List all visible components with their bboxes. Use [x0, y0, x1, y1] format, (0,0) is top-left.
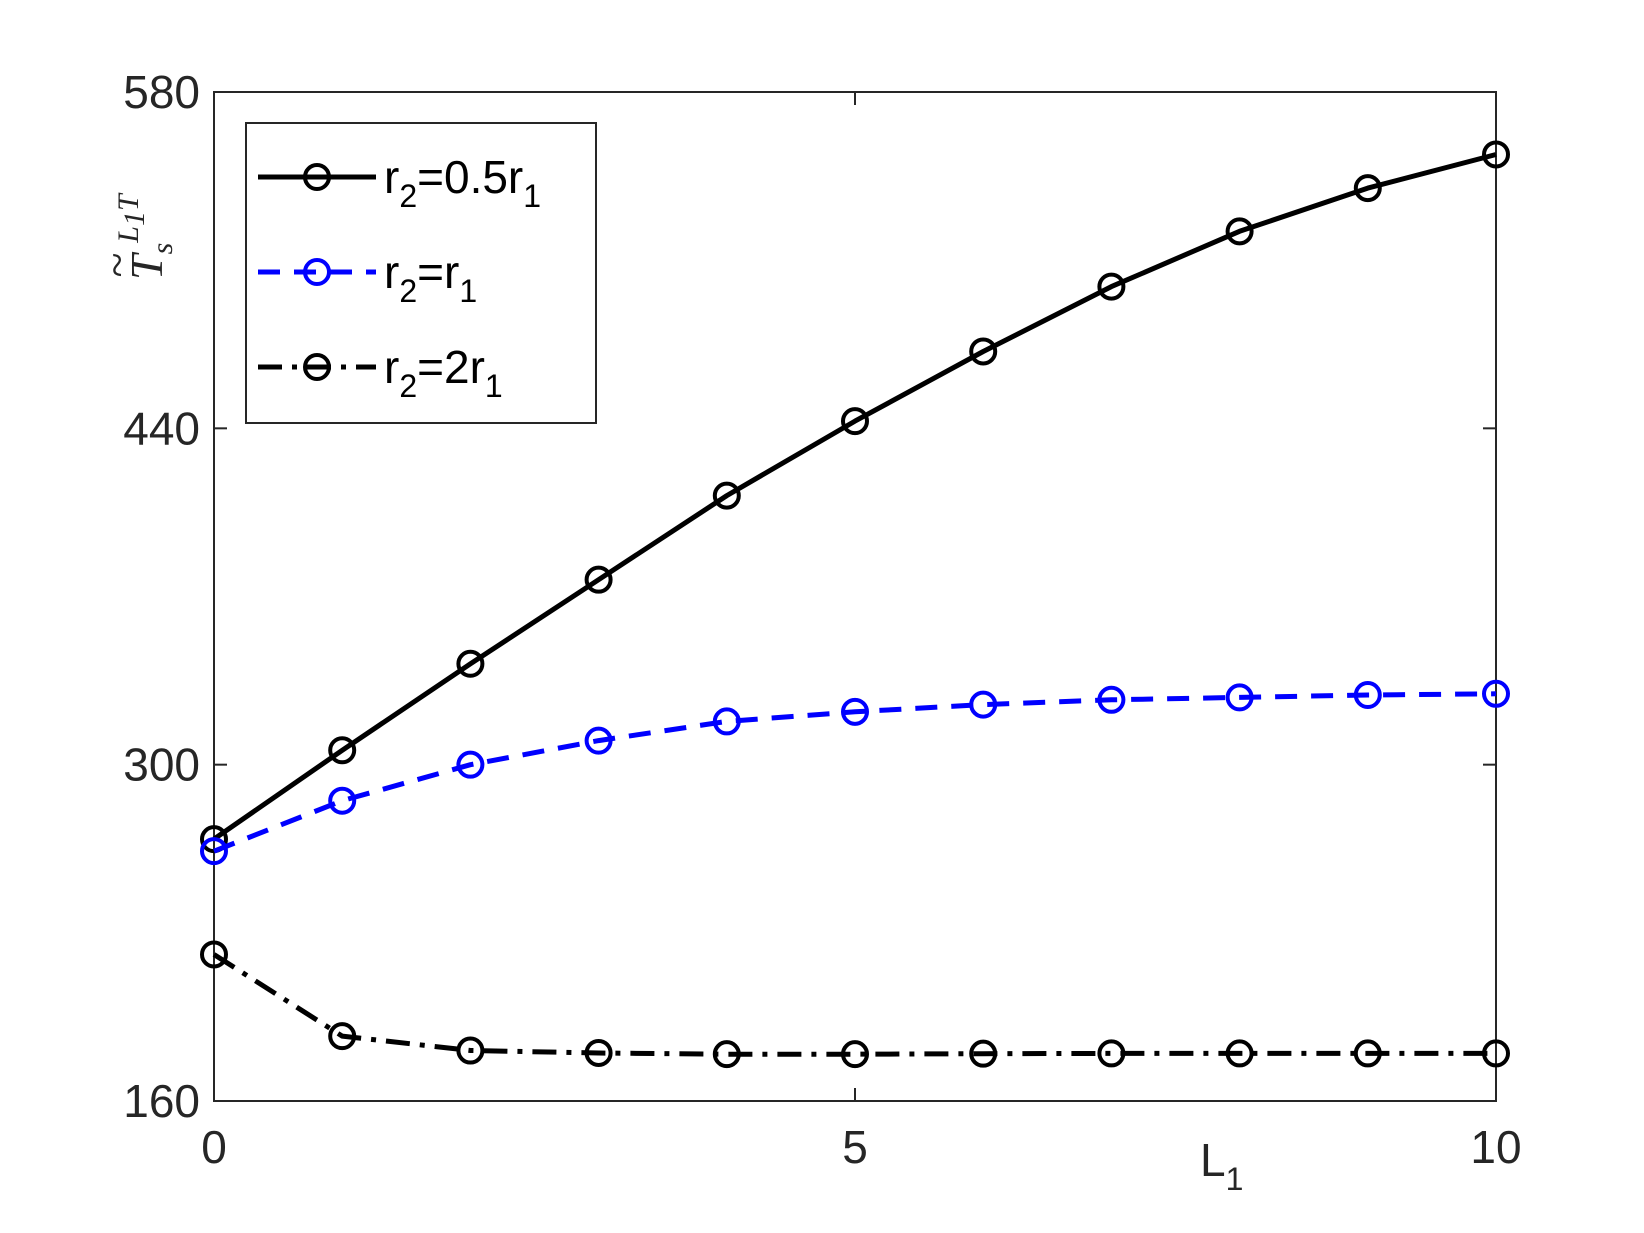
data-point	[1097, 272, 1126, 301]
data-point	[1097, 685, 1126, 714]
x-tick-label: 0	[201, 1121, 227, 1173]
data-point	[841, 1040, 869, 1069]
x-axis-label: L1	[1200, 1134, 1243, 1197]
series-line	[213, 691, 1497, 854]
data-point	[456, 649, 485, 678]
data-point	[328, 786, 357, 815]
y-axis-label-sup-sub: 1	[118, 211, 151, 226]
data-point	[456, 1036, 485, 1065]
series-line	[212, 952, 1496, 1057]
y-axis-label-sub: s	[146, 243, 179, 255]
data-point	[712, 707, 741, 736]
data-point	[584, 726, 613, 755]
data-point	[584, 1038, 613, 1067]
data-point	[969, 337, 998, 366]
legend-marker	[303, 163, 331, 191]
y-tick-label: 300	[123, 739, 200, 791]
legend-label: r2=0.5r1	[384, 151, 541, 214]
y-axis-label: TsL1T~	[91, 192, 179, 280]
legend-label-sub: 1	[523, 178, 541, 214]
legend-label: r2=2r1	[384, 341, 503, 404]
x-tick-label: 5	[842, 1121, 868, 1173]
series-line	[212, 152, 1497, 842]
legend-label-mid: =0.5r	[417, 151, 523, 203]
data-point	[1482, 1039, 1510, 1068]
legend-entry: r2=r1	[258, 246, 477, 309]
data-point	[1225, 217, 1254, 246]
y-axis-label-sup-tail: T	[112, 192, 145, 211]
data-point	[969, 1039, 998, 1068]
x-axis-label-sub: 1	[1226, 1161, 1244, 1197]
data-point	[712, 1040, 741, 1069]
legend-label-sub: 2	[399, 273, 417, 309]
data-point	[841, 697, 869, 726]
legend-label-main: r	[384, 246, 399, 298]
legend-label-mid: =2r	[417, 341, 485, 393]
legend-label: r2=r1	[384, 246, 477, 309]
data-point	[328, 736, 357, 765]
data-point	[1353, 174, 1382, 203]
data-point	[969, 690, 998, 719]
data-point	[456, 750, 485, 779]
data-point	[1225, 683, 1254, 712]
y-axis-label-text: TsL1T	[112, 192, 179, 280]
legend-label-sub: 1	[459, 273, 477, 309]
y-tick-label: 580	[123, 66, 200, 118]
legend-label-main: r	[384, 341, 399, 393]
legend-label-mid: =r	[417, 246, 459, 298]
data-point	[328, 1022, 357, 1051]
legend-entry: r2=2r1	[258, 341, 503, 404]
legend-label-sub: 1	[485, 368, 503, 404]
series-2	[200, 679, 1510, 866]
y-tick-label: 160	[123, 1075, 200, 1127]
y-tick-label: 440	[123, 402, 200, 454]
x-tick-label: 10	[1470, 1121, 1521, 1173]
data-point	[841, 407, 869, 436]
y-axis-label-accent: ~	[91, 253, 142, 278]
data-point	[584, 565, 613, 594]
data-point	[1353, 1039, 1382, 1068]
legend-label-sub: 2	[399, 368, 417, 404]
y-axis-label-sup-main: L	[112, 226, 145, 244]
data-point	[1482, 140, 1510, 169]
data-point	[1482, 679, 1510, 708]
data-point	[200, 837, 228, 866]
legend-label-main: r	[384, 151, 399, 203]
data-point	[1225, 1039, 1254, 1068]
series-1	[200, 140, 1510, 854]
legend-label-sub: 2	[399, 178, 417, 214]
legend-entry: r2=0.5r1	[258, 151, 541, 214]
legend-marker	[303, 258, 331, 286]
legend-marker	[303, 353, 331, 381]
data-point	[1353, 680, 1382, 709]
data-point	[712, 481, 741, 510]
x-axis-label-main: L	[1200, 1134, 1226, 1186]
data-point	[1097, 1039, 1126, 1068]
series-3	[200, 940, 1510, 1069]
series-group	[200, 140, 1510, 1069]
y-axis-label-main: T	[121, 251, 172, 280]
data-point	[200, 940, 228, 969]
